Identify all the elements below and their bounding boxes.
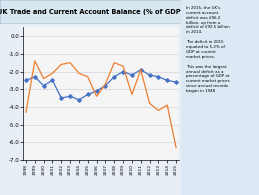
- Legend: Trade balance (%, GDP), Current account balance
(% GDP): Trade balance (%, GDP), Current account …: [18, 0, 139, 2]
- Text: UK Trade and Current Account Balance (% of GDP): UK Trade and Current Account Balance (% …: [0, 9, 184, 15]
- Text: In 2015, the UK's
current account
deficit was £96.2
billion, up from a
deficit o: In 2015, the UK's current account defici…: [186, 6, 230, 93]
